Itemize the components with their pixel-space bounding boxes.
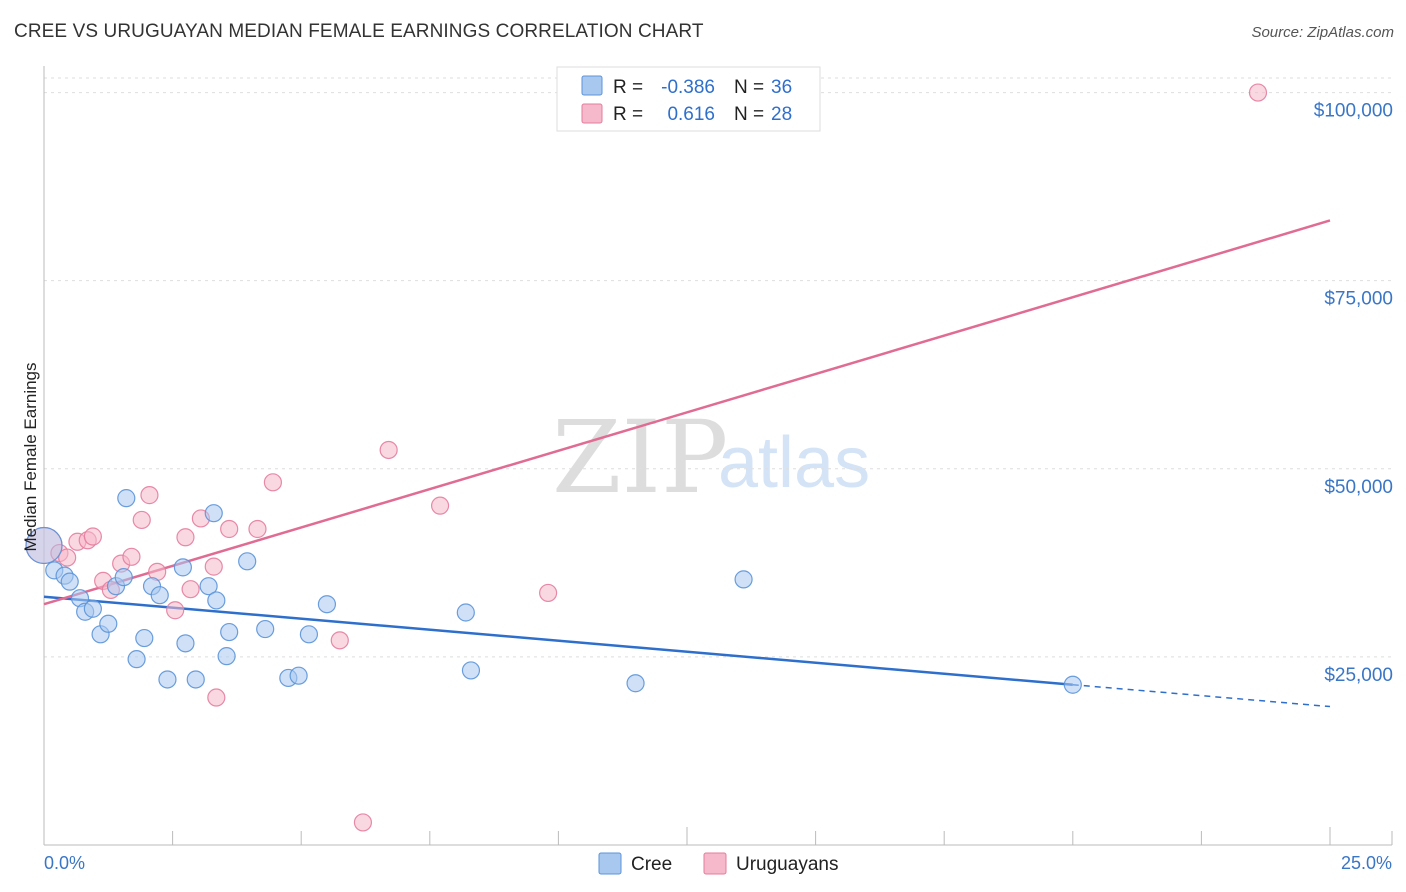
legend-n-label-cree: N = xyxy=(734,77,764,98)
bottom-legend-swatch-uruguayans xyxy=(703,852,727,875)
point-cree xyxy=(176,634,195,653)
y-axis-label: Median Female Earnings xyxy=(21,363,40,552)
y-tick-label-100000: $100,000 xyxy=(1314,101,1393,122)
y-tick-label-25000: $25,000 xyxy=(1324,665,1393,686)
point-cree xyxy=(289,666,308,685)
point-uruguayans xyxy=(176,528,195,547)
point-cree xyxy=(158,670,177,689)
point-uruguayans xyxy=(430,496,450,515)
point-uruguayans xyxy=(140,486,159,505)
point-cree xyxy=(60,572,79,591)
source-label: Source: ZipAtlas.com xyxy=(1251,24,1394,41)
point-uruguayans xyxy=(83,527,102,546)
point-uruguayans xyxy=(181,580,200,599)
point-uruguayans xyxy=(220,519,239,539)
legend-r-label-uruguayans: R = xyxy=(613,104,643,125)
point-cree xyxy=(150,586,169,605)
point-cree xyxy=(204,504,223,523)
point-cree xyxy=(207,591,226,610)
point-uruguayans xyxy=(539,583,558,603)
point-cree xyxy=(135,628,154,648)
trend-lines xyxy=(43,219,1331,708)
legend-r-label-cree: R = xyxy=(613,77,643,98)
watermark-atlas: atlas xyxy=(718,423,870,503)
point-cree xyxy=(461,661,481,680)
point-cree xyxy=(220,622,239,642)
point-uruguayans xyxy=(353,813,373,832)
y-tick-labels: $25,000 $50,000 $75,000 $100,000 xyxy=(1314,101,1393,686)
point-uruguayans xyxy=(207,688,226,707)
point-cree xyxy=(127,650,146,669)
trend-line-uruguayans xyxy=(43,219,1331,606)
point-cree xyxy=(173,558,192,577)
point-cree xyxy=(1063,675,1082,694)
legend-swatch-uruguayans xyxy=(581,103,603,124)
point-cree xyxy=(299,625,319,644)
y-tick-label-75000: $75,000 xyxy=(1324,289,1393,310)
axes xyxy=(43,66,1393,846)
point-uruguayans xyxy=(1248,83,1268,102)
legend-swatch-cree xyxy=(581,75,603,96)
correlation-legend: R = -0.386 N = 36 R = 0.616 N = 28 xyxy=(556,66,821,132)
point-cree xyxy=(626,674,645,693)
legend-n-value-cree: 36 xyxy=(771,77,792,98)
point-cree xyxy=(734,570,753,589)
point-cree xyxy=(238,552,257,571)
point-uruguayans xyxy=(379,440,398,460)
trend-line-cree xyxy=(43,595,1073,686)
point-cree xyxy=(217,647,236,666)
legend-r-value-cree: -0.386 xyxy=(661,77,715,98)
point-uruguayans xyxy=(122,547,141,566)
point-uruguayans xyxy=(58,548,77,567)
x-tick-label-min: 0.0% xyxy=(44,853,85,873)
point-uruguayans xyxy=(132,510,151,530)
legend-n-label-uruguayans: N = xyxy=(734,104,764,125)
point-cree xyxy=(25,526,63,565)
legend-r-value-uruguayans: 0.616 xyxy=(667,104,715,125)
point-cree xyxy=(114,568,133,587)
x-tick-label-max: 25.0% xyxy=(1341,853,1392,873)
point-cree xyxy=(256,619,275,639)
trend-line-cree-extension xyxy=(1072,683,1331,708)
point-uruguayans xyxy=(204,557,223,576)
point-uruguayans xyxy=(248,519,267,539)
data-points xyxy=(25,83,1268,832)
point-uruguayans xyxy=(166,601,185,620)
point-cree xyxy=(83,599,102,618)
chart-title: CREE VS URUGUAYAN MEDIAN FEMALE EARNINGS… xyxy=(14,21,704,42)
bottom-legend-swatch-cree xyxy=(598,852,622,875)
point-cree xyxy=(199,577,218,596)
point-uruguayans xyxy=(263,473,283,492)
point-uruguayans xyxy=(330,631,349,650)
point-cree xyxy=(117,489,136,508)
bottom-legend-label-cree: Cree xyxy=(631,854,672,875)
watermark-zip: ZIP xyxy=(552,399,728,516)
point-cree xyxy=(317,595,337,614)
legend-n-value-uruguayans: 28 xyxy=(771,104,792,125)
bottom-legend-label-uruguayans: Uruguayans xyxy=(736,854,838,875)
y-tick-label-50000: $50,000 xyxy=(1324,477,1393,498)
point-cree xyxy=(456,603,475,622)
point-cree xyxy=(99,614,118,633)
point-cree xyxy=(186,670,205,689)
series-legend: Cree Uruguayans xyxy=(598,852,838,875)
